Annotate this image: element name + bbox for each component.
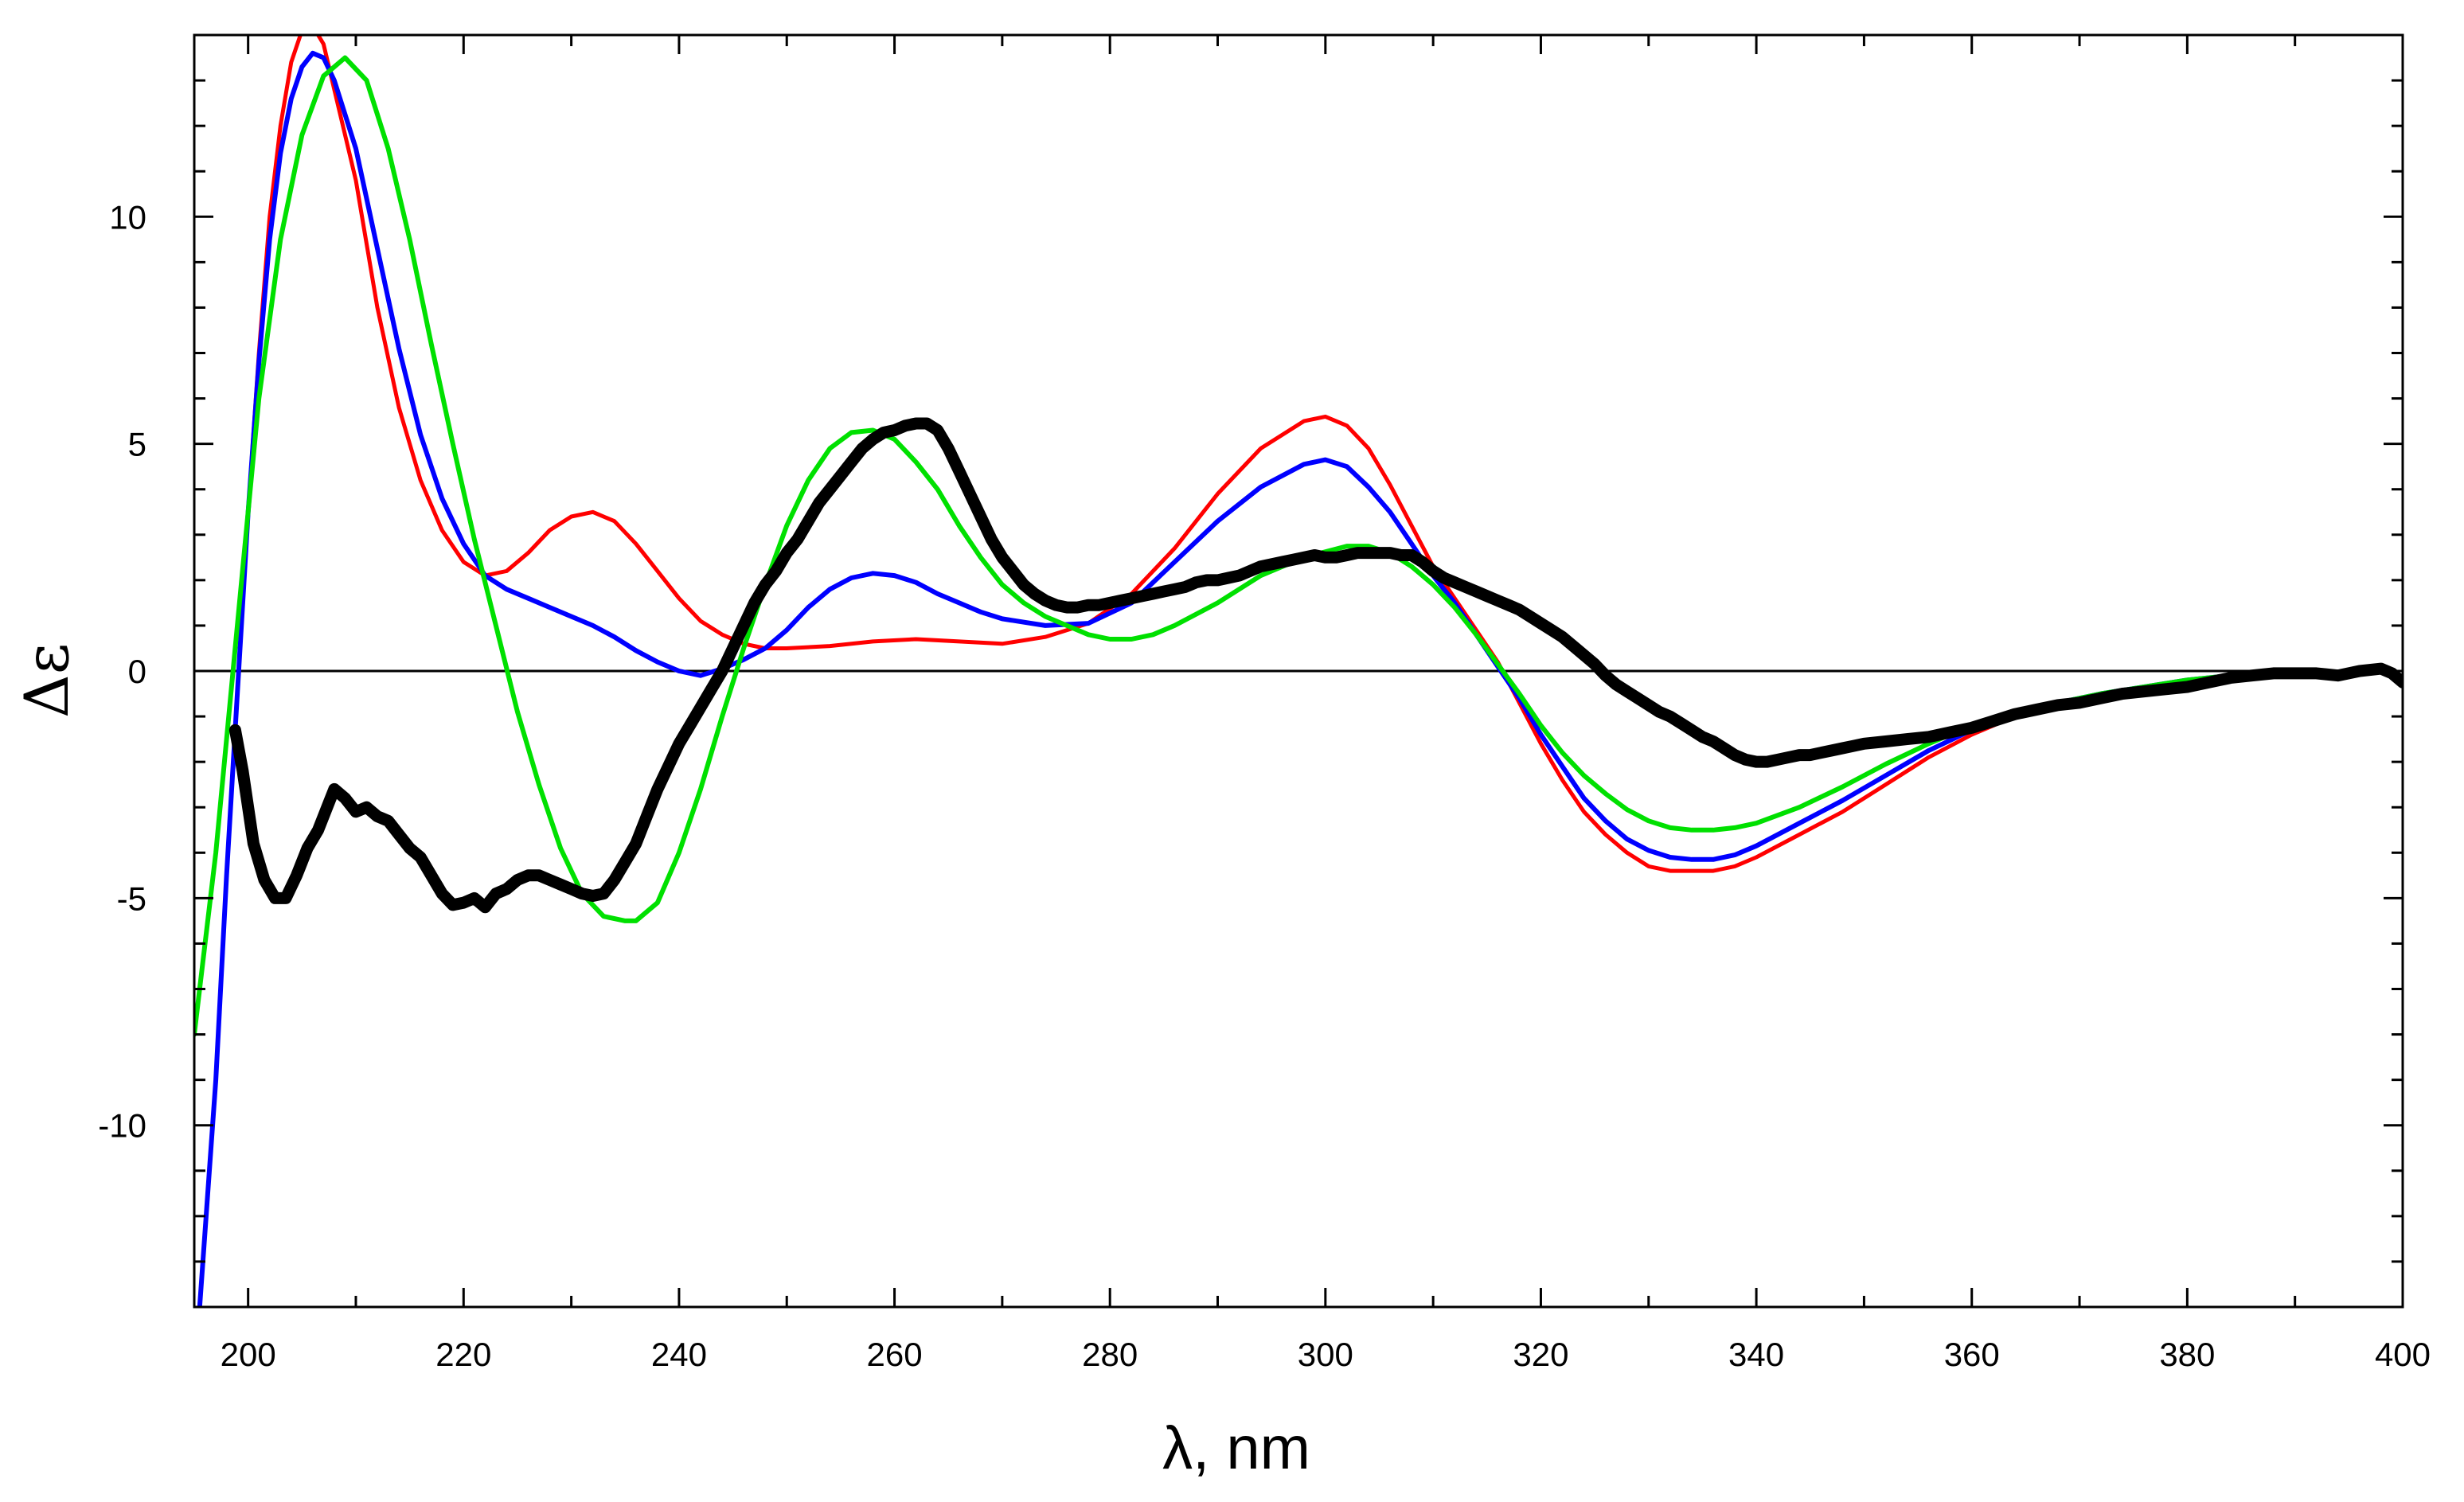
y-tick-label: 0 [128,653,146,690]
x-tick-label: 300 [1298,1336,1353,1373]
x-tick-label: 220 [435,1336,491,1373]
x-tick-label: 240 [651,1336,707,1373]
y-axis-title: Δε [11,643,82,718]
x-tick-label: 280 [1082,1336,1138,1373]
series-line-2 [197,50,2403,1307]
x-tick-label: 400 [2375,1336,2431,1373]
x-tick-label: 260 [867,1336,923,1373]
y-tick-label: -10 [98,1107,146,1145]
y-tick-label: 5 [128,426,146,463]
series-line-3 [194,55,2403,1037]
series-line-4 [228,417,2403,914]
labels-layer: 200 220 240 260 280 300 320 340 360 380 400 -10 -5 0 5… [98,198,2431,1373]
x-tick-label: 360 [1944,1336,2000,1373]
ticks-layer [194,35,2404,1307]
y-tick-label: -5 [117,880,146,917]
x-tick-label: 320 [1513,1336,1568,1373]
series-layer [194,35,2403,1307]
y-tick-label: 10 [109,198,146,236]
x-axis-title: λ, nm [1162,1414,1310,1482]
x-tick-label: 340 [1728,1336,1784,1373]
x-tick-label: 380 [2159,1336,2215,1373]
x-tick-label: 200 [221,1336,276,1373]
